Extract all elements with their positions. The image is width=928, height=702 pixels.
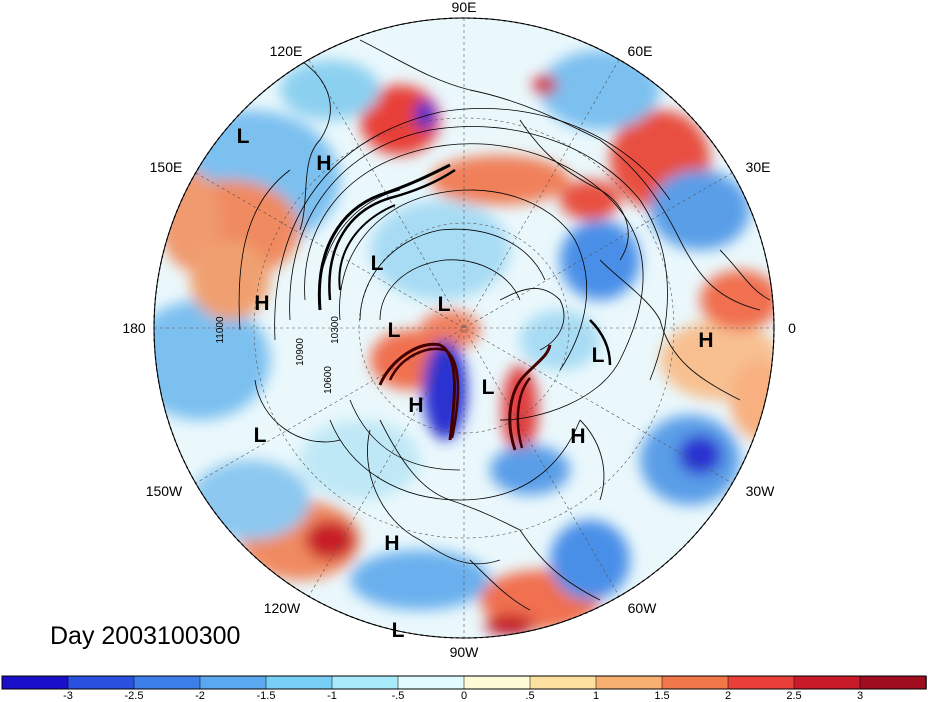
lon-label-120e: 120E: [270, 43, 303, 59]
low-marker: L: [237, 125, 250, 148]
colorbar-tick-label: -1.5: [257, 690, 276, 702]
colorbar-tick-label: -.5: [392, 690, 405, 702]
colorbar-swatch: [265, 675, 333, 690]
colorbar-swatch: [859, 675, 927, 690]
colorbar-swatch: [463, 675, 531, 690]
low-marker: L: [388, 319, 401, 342]
colorbar-tick-label: 1.5: [654, 690, 669, 702]
graticule: [153, 17, 775, 639]
colorbar-swatch: [1, 675, 69, 690]
lon-label-180: 180: [122, 320, 146, 336]
lon-label-150w: 150W: [146, 483, 183, 499]
colorbar-frame: [1, 675, 927, 690]
low-marker: L: [482, 376, 495, 399]
lon-label-30e: 30E: [746, 159, 771, 175]
lon-label-30w: 30W: [746, 483, 776, 499]
pressure-centers: L H L H L L L L H L H H H L H L: [237, 125, 714, 642]
colorbar-tick-label: 3: [857, 690, 863, 702]
lon-label-60e: 60E: [628, 43, 653, 59]
contour-labels: 11000 10900 10300 10600: [215, 316, 341, 394]
height-contours: [238, 108, 671, 501]
lon-label-60w: 60W: [628, 600, 658, 616]
high-marker: H: [254, 292, 269, 315]
longitude-labels: 90E 60E 30E 0 30W 60W 90W 120W 150W 180 …: [122, 0, 796, 660]
colorbar-swatch: [331, 675, 399, 690]
low-marker: L: [371, 252, 384, 275]
colorbar-tick-label: -3: [63, 690, 73, 702]
colorbar-swatch: [397, 675, 465, 690]
colorbar: -3 -2.5 -2 -1.5 -1 -.5 0 .5 1 1.5 2 2.5 3: [1, 675, 927, 702]
colorbar-tick-label: 1: [593, 690, 599, 702]
lon-label-0: 0: [788, 320, 796, 336]
colorbar-swatch: [199, 675, 267, 690]
contour-label: 11000: [215, 316, 226, 344]
high-marker: H: [570, 425, 585, 448]
colorbar-swatch: [595, 675, 663, 690]
date-label: Day 2003100300: [50, 622, 240, 650]
contour-label: 10600: [323, 366, 334, 394]
lon-label-90w: 90W: [450, 644, 480, 660]
colorbar-tick-label: 2: [725, 690, 731, 702]
colorbar-tick-label: .5: [525, 690, 534, 702]
contour-label: 10900: [295, 338, 306, 366]
low-marker: L: [392, 619, 405, 642]
high-marker: H: [408, 394, 423, 417]
lon-label-150e: 150E: [150, 159, 183, 175]
colorbar-tick-label: 0: [461, 690, 467, 702]
lon-label-90e: 90E: [452, 0, 477, 15]
colorbar-swatch: [793, 675, 861, 690]
high-marker: H: [698, 329, 713, 352]
coastlines: [299, 39, 771, 611]
colorbar-tick-label: -1: [327, 690, 337, 702]
colorbar-tick-label: -2: [195, 690, 205, 702]
lon-label-120w: 120W: [264, 600, 301, 616]
colorbar-swatch: [529, 675, 597, 690]
low-marker: L: [254, 424, 267, 447]
colorbar-swatch: [67, 675, 135, 690]
low-marker: L: [592, 344, 605, 367]
colorbar-swatch: [661, 675, 729, 690]
high-marker: H: [384, 532, 399, 555]
low-marker: L: [438, 293, 451, 316]
colorbar-tick-label: 2.5: [786, 690, 801, 702]
colorbar-swatch: [727, 675, 795, 690]
colorbar-swatch: [133, 675, 201, 690]
high-marker: H: [316, 152, 331, 175]
colorbar-tick-label: -2.5: [125, 690, 144, 702]
contour-label: 10300: [330, 316, 341, 344]
